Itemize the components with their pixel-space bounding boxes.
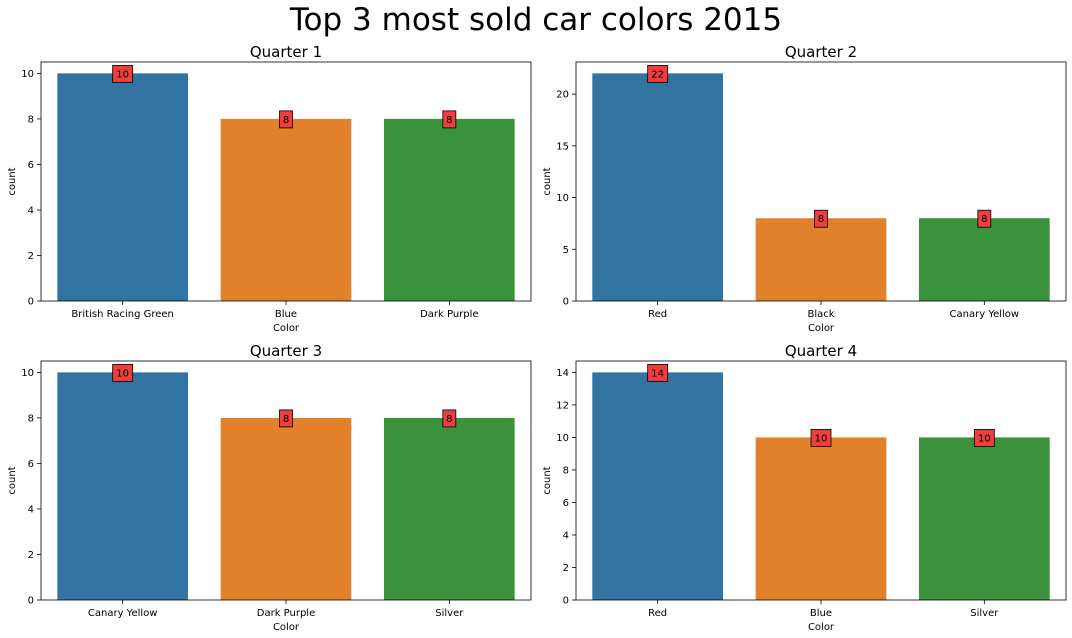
data-label: 8 bbox=[446, 414, 452, 425]
y-axis-label: count bbox=[7, 466, 18, 494]
y-tick-label: 5 bbox=[563, 245, 569, 256]
bar bbox=[57, 372, 189, 600]
data-label: 14 bbox=[651, 368, 664, 379]
bar bbox=[384, 118, 515, 302]
data-label: 22 bbox=[651, 69, 664, 80]
data-label: 10 bbox=[116, 368, 129, 379]
y-tick-label: 0 bbox=[563, 596, 569, 607]
y-tick-label: 2 bbox=[28, 251, 34, 262]
chart-title: Quarter 3 bbox=[250, 342, 322, 360]
chart-quarter-1: 0 2 4 6 8 10 British Racing Green Blue Dark Purp… bbox=[7, 43, 532, 334]
y-tick-label: 12 bbox=[556, 400, 569, 411]
x-tick-label: Canary Yellow bbox=[88, 608, 158, 619]
figure-title: Top 3 most sold car colors 2015 bbox=[289, 2, 783, 38]
data-label-box bbox=[279, 409, 293, 428]
data-label: 8 bbox=[283, 115, 289, 126]
y-tick-label: 10 bbox=[21, 69, 34, 80]
y-axis-label: count bbox=[542, 466, 553, 494]
x-tick-label: Canary Yellow bbox=[950, 309, 1020, 320]
y-tick-label: 0 bbox=[563, 297, 569, 308]
chart-quarter-4: 0 2 4 6 8 10 12 14 Red Blue Silver Color count Quarte… bbox=[542, 342, 1067, 633]
data-label-box bbox=[442, 110, 457, 129]
y-axis-label: count bbox=[542, 167, 553, 195]
x-axis-label: Color bbox=[273, 323, 300, 334]
y-tick-label: 4 bbox=[28, 504, 34, 515]
x-tick-label: Red bbox=[648, 309, 667, 320]
y-tick-label: 6 bbox=[28, 160, 34, 171]
y-tick-label: 8 bbox=[28, 114, 34, 125]
y-tick-label: 6 bbox=[28, 459, 34, 470]
y-tick-label: 14 bbox=[556, 368, 569, 379]
data-label-box bbox=[814, 209, 828, 228]
data-label-box bbox=[442, 409, 457, 428]
data-label-box bbox=[112, 64, 134, 83]
x-axis-label: Color bbox=[273, 622, 300, 633]
bar bbox=[384, 417, 515, 600]
bar bbox=[755, 437, 887, 600]
bar bbox=[592, 73, 723, 301]
y-tick-label: 10 bbox=[21, 368, 34, 379]
x-tick-label: Blue bbox=[810, 608, 832, 619]
x-axis-label: Color bbox=[808, 622, 835, 633]
chart-quarter-2: 0 5 10 15 20 Red Black Canary Yellow Color count Q… bbox=[542, 43, 1067, 334]
data-label: 8 bbox=[283, 414, 289, 425]
data-label: 10 bbox=[978, 433, 991, 444]
data-label-box bbox=[647, 363, 669, 382]
y-tick-label: 0 bbox=[28, 596, 34, 607]
bar bbox=[220, 417, 352, 600]
data-label: 8 bbox=[818, 214, 824, 225]
x-axis-label: Color bbox=[808, 323, 835, 334]
data-label: 10 bbox=[815, 433, 828, 444]
bar bbox=[592, 372, 723, 600]
data-label-box bbox=[647, 64, 669, 83]
y-tick-label: 0 bbox=[28, 297, 34, 308]
chart-quarter-3: 0 2 4 6 8 10 Canary Yellow Dark Purple Silver Col… bbox=[7, 342, 532, 633]
x-tick-label: Dark Purple bbox=[420, 309, 479, 320]
x-tick-label: Silver bbox=[435, 608, 464, 619]
bar bbox=[919, 437, 1050, 600]
x-tick-label: Dark Purple bbox=[257, 608, 316, 619]
chart-title: Quarter 2 bbox=[785, 43, 857, 61]
y-tick-label: 8 bbox=[28, 413, 34, 424]
data-label: 8 bbox=[981, 214, 987, 225]
data-label-box bbox=[973, 429, 995, 447]
y-tick-label: 4 bbox=[563, 530, 569, 541]
data-label: 10 bbox=[116, 69, 129, 80]
data-label-box bbox=[810, 429, 832, 447]
y-tick-label: 8 bbox=[563, 465, 569, 476]
bar bbox=[220, 118, 352, 302]
data-label-box bbox=[977, 209, 992, 228]
y-tick-label: 15 bbox=[556, 141, 569, 152]
chart-title: Quarter 4 bbox=[785, 342, 857, 360]
data-label-box bbox=[112, 363, 134, 382]
data-label-box bbox=[279, 110, 293, 129]
y-axis-label: count bbox=[7, 167, 18, 195]
x-tick-label: Black bbox=[807, 309, 834, 320]
y-tick-label: 4 bbox=[28, 205, 34, 216]
y-tick-label: 6 bbox=[563, 498, 569, 509]
y-tick-label: 20 bbox=[556, 90, 569, 101]
x-tick-label: Blue bbox=[275, 309, 297, 320]
y-tick-label: 2 bbox=[563, 563, 569, 574]
x-tick-label: Red bbox=[648, 608, 667, 619]
y-tick-label: 10 bbox=[556, 433, 569, 444]
y-tick-label: 10 bbox=[556, 193, 569, 204]
chart-title: Quarter 1 bbox=[250, 43, 322, 61]
data-label: 8 bbox=[446, 115, 452, 126]
bar bbox=[57, 73, 189, 301]
y-tick-label: 2 bbox=[28, 550, 34, 561]
bar bbox=[755, 218, 887, 301]
x-tick-label: Silver bbox=[970, 608, 999, 619]
x-tick-label: British Racing Green bbox=[71, 309, 173, 320]
bar bbox=[919, 218, 1050, 301]
